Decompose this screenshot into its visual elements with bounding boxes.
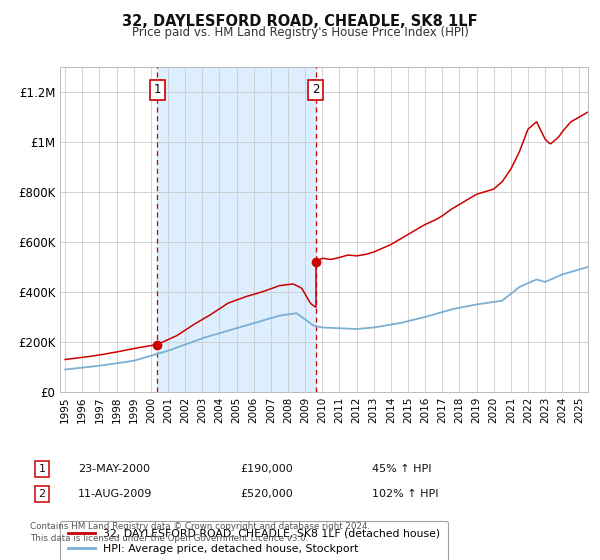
Text: 1: 1: [154, 83, 161, 96]
Bar: [157, 67, 316, 392]
Text: 32, DAYLESFORD ROAD, CHEADLE, SK8 1LF: 32, DAYLESFORD ROAD, CHEADLE, SK8 1LF: [122, 14, 478, 29]
Text: 2: 2: [38, 489, 46, 499]
Text: 2: 2: [312, 83, 319, 96]
Text: 45% ↑ HPI: 45% ↑ HPI: [372, 464, 431, 474]
Text: 102% ↑ HPI: 102% ↑ HPI: [372, 489, 439, 499]
Text: £190,000: £190,000: [240, 464, 293, 474]
Legend: 32, DAYLESFORD ROAD, CHEADLE, SK8 1LF (detached house), HPI: Average price, deta: 32, DAYLESFORD ROAD, CHEADLE, SK8 1LF (d…: [60, 521, 448, 560]
Text: 1: 1: [38, 464, 46, 474]
Text: Price paid vs. HM Land Registry's House Price Index (HPI): Price paid vs. HM Land Registry's House …: [131, 26, 469, 39]
Text: £520,000: £520,000: [240, 489, 293, 499]
Text: 11-AUG-2009: 11-AUG-2009: [78, 489, 152, 499]
Text: Contains HM Land Registry data © Crown copyright and database right 2024.
This d: Contains HM Land Registry data © Crown c…: [30, 522, 370, 543]
Text: 23-MAY-2000: 23-MAY-2000: [78, 464, 150, 474]
